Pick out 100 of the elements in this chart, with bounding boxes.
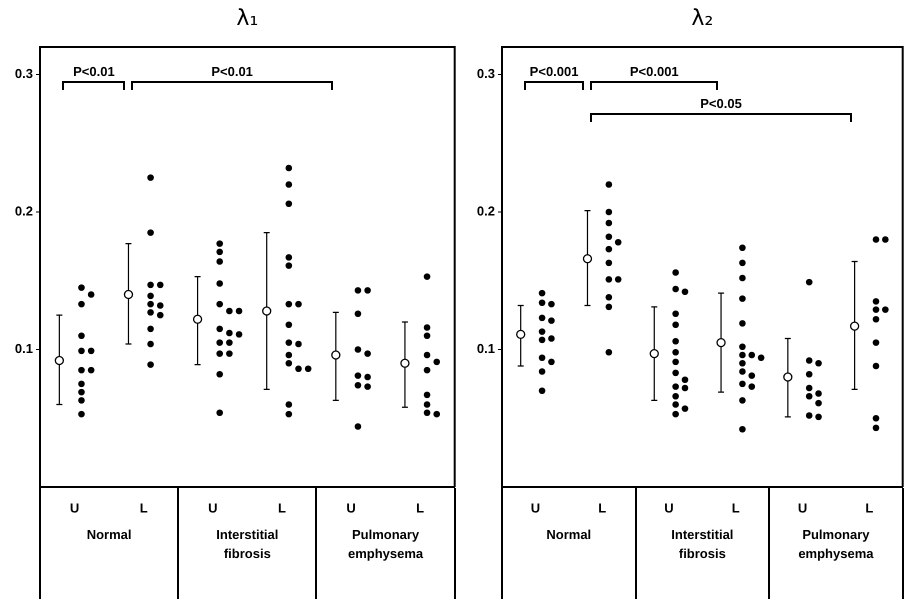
point [672,410,679,418]
point [354,372,362,379]
point [286,164,292,172]
point [739,397,746,404]
point [147,300,154,308]
point [872,362,880,370]
point [286,410,292,418]
point [78,380,85,388]
point [424,409,430,416]
x-tick-label: L [278,500,286,516]
point [424,392,430,398]
point [739,352,746,358]
point [78,332,85,340]
point [538,290,546,296]
point [147,292,154,300]
point [739,260,746,266]
point [538,387,546,394]
point [538,314,546,322]
point [672,348,679,356]
point [606,246,612,252]
point [872,236,880,243]
text: Pulmonary emphysema [797,526,874,563]
point [739,274,746,282]
point [354,423,362,430]
point [739,426,746,433]
text: Pulmonary emphysema [346,526,424,563]
x-tick-label: U [70,500,80,516]
point [216,350,224,357]
point [672,286,679,292]
point [286,300,292,308]
y-tick-label: 0.1 [476,341,495,356]
point [672,321,679,328]
point [538,336,546,344]
point [354,287,362,294]
point [806,370,813,378]
point [286,321,292,328]
point [424,273,430,280]
x-tick-label: L [732,500,740,516]
y-tick-label: 0.3 [476,66,495,82]
point [606,304,612,310]
point [739,320,746,327]
point [538,368,546,375]
x-tick-label: L [140,500,148,516]
point [216,240,224,247]
point [216,300,224,308]
point [872,306,880,313]
point [739,295,746,302]
text: Interstitial fibrosis [215,526,280,563]
point [147,340,154,348]
point [538,354,546,362]
point [354,310,362,318]
point [672,358,679,366]
y-tick-label: 0.2 [14,204,33,219]
point [672,392,679,400]
point [739,360,746,367]
point [147,309,154,316]
point [424,366,430,374]
point [424,352,430,358]
point [78,366,85,374]
text: Normal [86,526,132,544]
x-tick-label: U [208,500,218,516]
x-tick-label: U [530,500,540,516]
point [606,233,612,240]
x-tick-label: U [798,500,808,516]
point [216,258,224,265]
point [78,300,85,308]
point [872,298,880,305]
point [216,339,224,346]
y-tick-label: 0.2 [476,204,495,219]
point [286,262,292,269]
point [806,278,813,286]
point [739,380,746,388]
point [354,382,362,389]
point [672,310,679,318]
point [216,409,224,416]
point [606,294,612,301]
annotation: P<0.01 [73,64,115,79]
point [286,200,292,208]
point [216,248,224,256]
point [286,352,292,358]
x-tick-label: U [346,500,356,516]
point [424,324,430,331]
annotation: P<0.001 [630,64,679,79]
point [806,392,813,400]
point [78,397,85,404]
point [216,280,224,287]
point [286,254,292,261]
point [78,348,85,354]
point [216,370,224,378]
chart-title: λ₁ [236,6,258,31]
point [286,339,292,346]
point [672,370,679,376]
point [606,181,612,188]
point [216,326,224,332]
point [147,229,154,236]
point [78,410,85,418]
point [606,260,612,266]
point [78,284,85,291]
point [147,282,154,288]
annotation: P<0.01 [211,64,253,79]
